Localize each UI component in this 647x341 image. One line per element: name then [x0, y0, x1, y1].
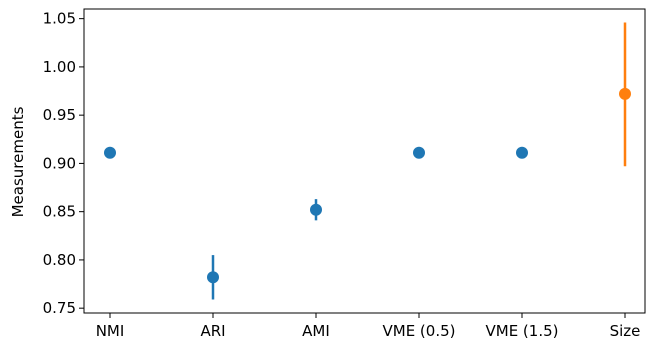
data-point: [413, 146, 425, 159]
y-axis-label: Measurements: [9, 106, 27, 217]
plot-border: [83, 8, 646, 314]
x-tick-label: NMI: [96, 322, 125, 340]
x-axis: NMI ARI AMI VME (0.5) VME (1.5) Size: [96, 313, 641, 340]
error-bars: [211, 22, 627, 300]
x-tick-label: Size: [610, 322, 641, 340]
x-tick-label: VME (0.5): [382, 322, 455, 340]
y-tick-label: 1.05: [43, 10, 76, 28]
y-tick-label: 0.95: [43, 106, 76, 124]
y-tick-label: 0.75: [43, 299, 76, 317]
y-tick-label: 0.80: [43, 251, 76, 269]
data-point: [516, 146, 528, 159]
y-tick-label: 0.85: [43, 203, 76, 221]
axes-frame: [83, 8, 646, 314]
data-point: [104, 146, 116, 159]
data-point: [619, 87, 631, 100]
x-tick-label: VME (1.5): [485, 322, 558, 340]
y-tick-label: 0.90: [43, 154, 76, 172]
data-point: [310, 203, 322, 216]
x-tick-label: AMI: [302, 322, 330, 340]
x-tick-label: ARI: [200, 322, 225, 340]
y-tick-label: 1.00: [43, 58, 76, 76]
data-point: [207, 271, 219, 284]
data-points: [104, 87, 631, 284]
y-axis: 0.75 0.80 0.85 0.90 0.95 1.00 1.05: [43, 10, 84, 317]
